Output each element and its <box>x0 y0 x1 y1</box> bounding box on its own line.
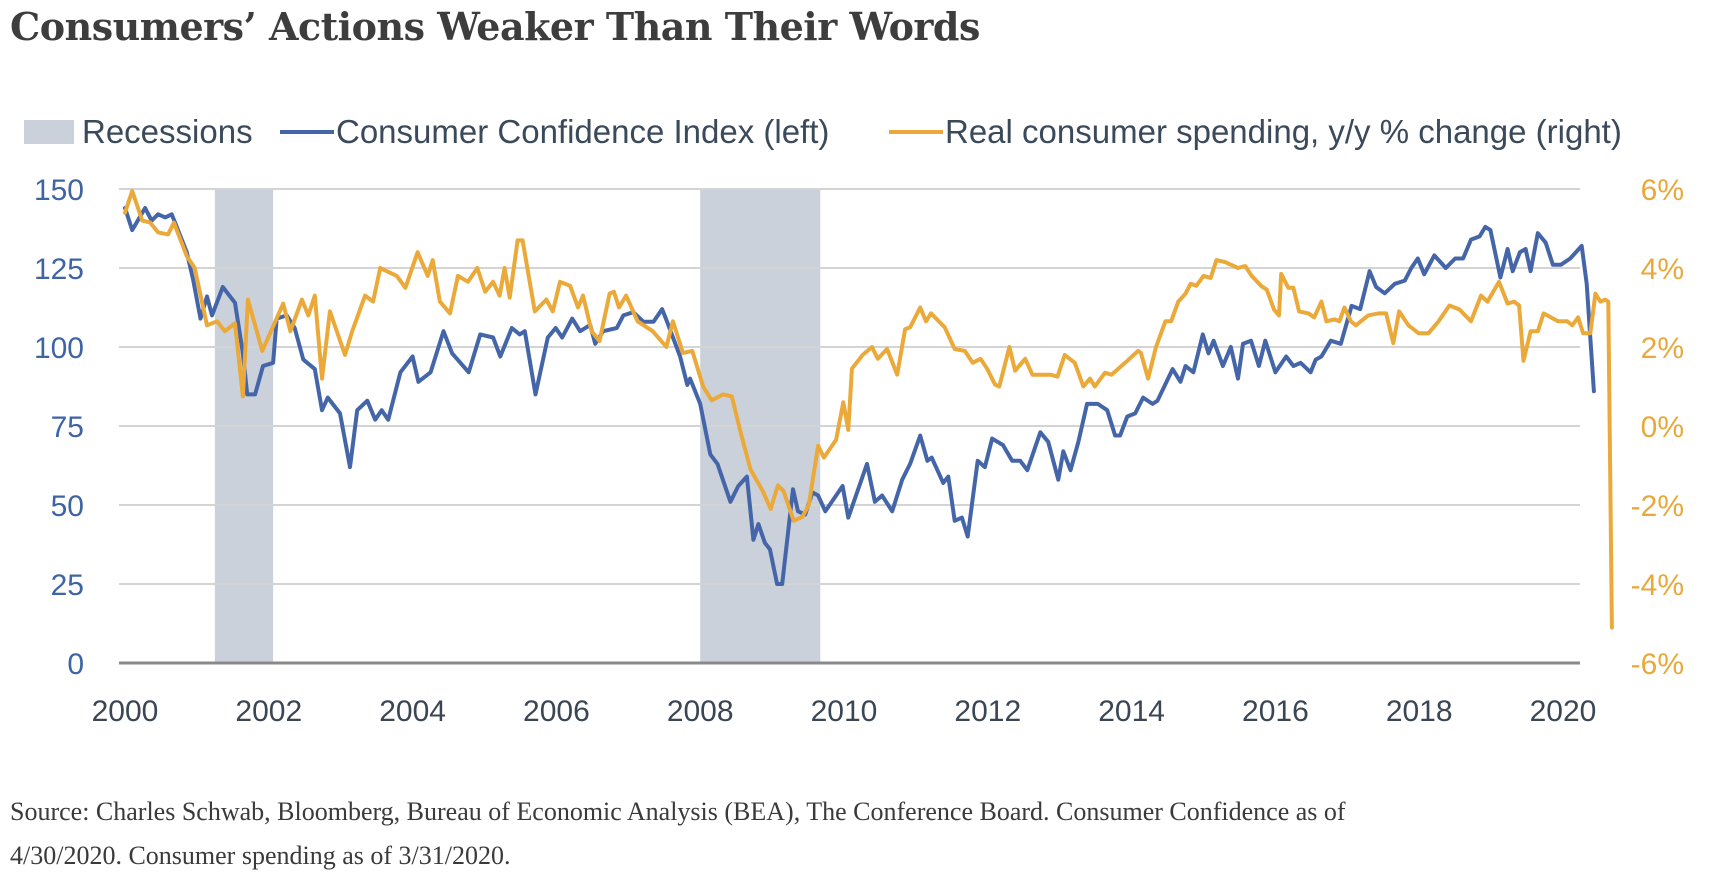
source-note: Source: Charles Schwab, Bloomberg, Burea… <box>10 790 1700 878</box>
series-line-consumer-confidence <box>123 206 1596 586</box>
legend-swatch-recessions <box>24 120 74 144</box>
y-right-tick-label: -2% <box>1631 490 1684 523</box>
series-line-consumer-spending <box>123 189 1614 630</box>
y-right-tick-label: 6% <box>1641 174 1684 207</box>
legend-label-recessions: Recessions <box>82 113 253 150</box>
x-tick-label: 2020 <box>1530 695 1597 728</box>
y-left-tick-label: 150 <box>34 174 84 207</box>
axes: 0 25 50 75 100 125 150 -6% -4% -2% 0% 2% 4% 6% 2000 200… <box>34 174 1684 728</box>
source-line-2: 4/30/2020. Consumer spending as of 3/31/… <box>10 841 511 870</box>
y-left-tick-label: 25 <box>51 569 84 602</box>
x-tick-label: 2008 <box>667 695 734 728</box>
chart-title: Consumers’ Actions Weaker Than Their Wor… <box>10 4 980 49</box>
y-left-tick-label: 75 <box>51 411 84 444</box>
x-tick-label: 2012 <box>954 695 1021 728</box>
y-right-tick-label: -4% <box>1631 569 1684 602</box>
y-right-tick-label: -6% <box>1631 648 1684 681</box>
y-left-tick-label: 125 <box>34 253 84 286</box>
y-left-tick-label: 100 <box>34 332 84 365</box>
chart: Recessions Consumer Confidence Index (le… <box>24 113 1684 728</box>
x-tick-label: 2002 <box>235 695 302 728</box>
x-tick-label: 2018 <box>1386 695 1453 728</box>
y-right-tick-label: 2% <box>1641 332 1684 365</box>
series-lines <box>123 189 1614 630</box>
x-tick-label: 2006 <box>523 695 590 728</box>
x-tick-label: 2004 <box>379 695 446 728</box>
legend-label-confidence: Consumer Confidence Index (left) <box>336 113 829 150</box>
legend-label-spending: Real consumer spending, y/y % change (ri… <box>945 113 1622 150</box>
x-tick-label: 2014 <box>1098 695 1165 728</box>
x-tick-label: 2010 <box>811 695 878 728</box>
y-left-tick-label: 50 <box>51 490 84 523</box>
y-left-tick-label: 0 <box>67 648 84 681</box>
x-tick-label: 2016 <box>1242 695 1309 728</box>
source-line-1: Source: Charles Schwab, Bloomberg, Burea… <box>10 797 1346 826</box>
x-tick-label: 2000 <box>92 695 159 728</box>
y-right-tick-label: 0% <box>1641 411 1684 444</box>
legend: Recessions Consumer Confidence Index (le… <box>24 113 1622 150</box>
y-right-tick-label: 4% <box>1641 253 1684 286</box>
